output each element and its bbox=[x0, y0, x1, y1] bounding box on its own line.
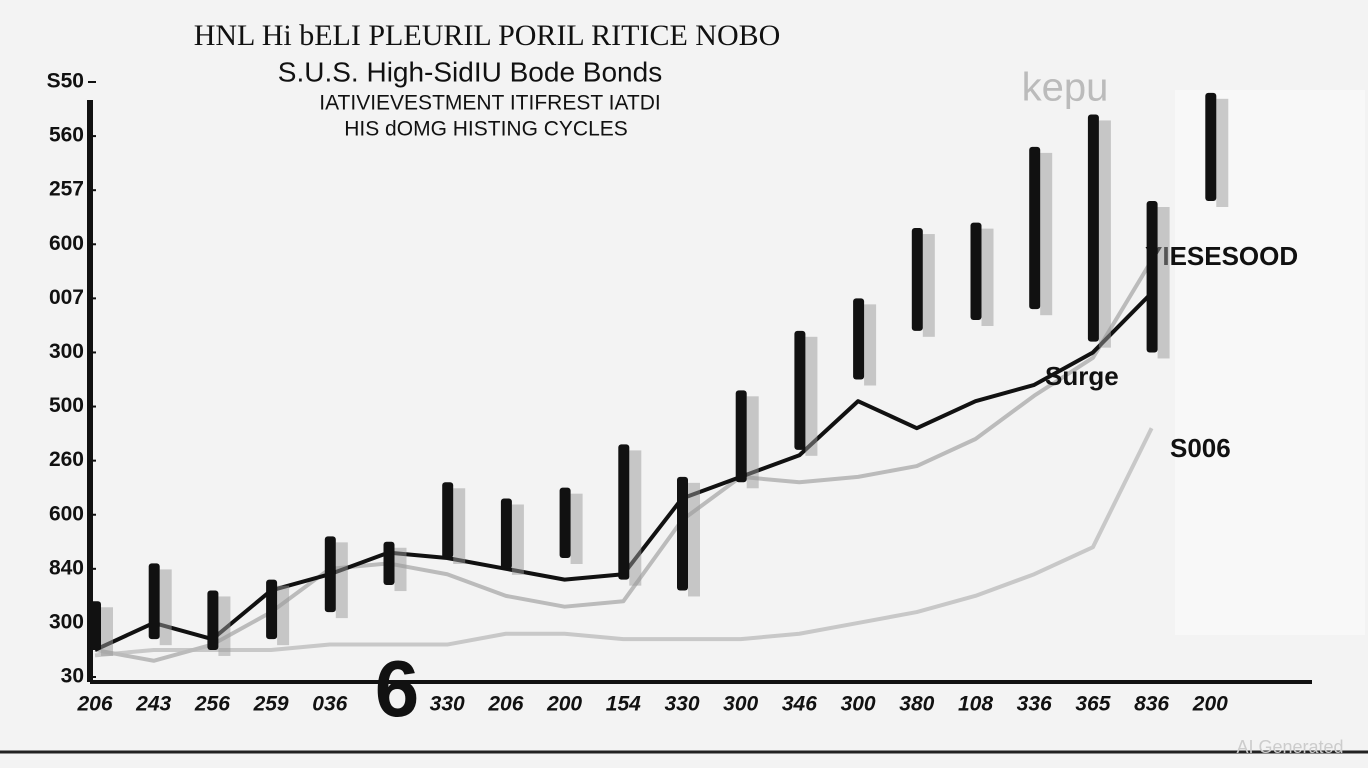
annotation: 6 bbox=[375, 644, 420, 733]
candle bbox=[148, 563, 160, 640]
candle bbox=[735, 390, 747, 483]
y-tick-label: S50 bbox=[47, 70, 84, 93]
y-tick-label: 300 bbox=[49, 610, 84, 633]
candle bbox=[324, 536, 336, 613]
x-tick-label: 836 bbox=[1134, 693, 1169, 716]
series-label: S006 bbox=[1170, 433, 1231, 463]
highlight-panel bbox=[1175, 90, 1365, 635]
candle-shadow bbox=[629, 450, 642, 586]
candle-shadow bbox=[1216, 98, 1229, 207]
candle bbox=[1146, 201, 1158, 353]
x-tick-label: 300 bbox=[841, 693, 876, 716]
candle-shadow bbox=[746, 396, 759, 489]
candle bbox=[794, 330, 806, 450]
candle bbox=[559, 487, 571, 558]
candle-shadow bbox=[864, 304, 877, 386]
series-label: Surge bbox=[1045, 361, 1119, 391]
series-label: YIESESOOD bbox=[1145, 241, 1298, 271]
candle bbox=[90, 601, 101, 650]
candle-shadow bbox=[101, 607, 113, 656]
candle bbox=[970, 222, 982, 320]
candle bbox=[618, 444, 630, 580]
candle-shadow bbox=[511, 504, 524, 575]
candle-shadow bbox=[335, 542, 348, 619]
candle-shadow bbox=[218, 596, 231, 656]
x-tick-label: 243 bbox=[135, 693, 171, 716]
y-tick-label: 260 bbox=[49, 448, 84, 471]
candle-shadow bbox=[981, 228, 994, 326]
chart-subtitle: HIS dOMG HISTING CYCLES bbox=[344, 118, 628, 141]
x-tick-label: 365 bbox=[1075, 693, 1110, 716]
candle bbox=[853, 298, 865, 380]
candle bbox=[442, 482, 454, 558]
candle bbox=[1087, 114, 1099, 342]
candle bbox=[207, 590, 219, 650]
annotation: kepu bbox=[1022, 66, 1109, 110]
candle bbox=[500, 498, 512, 569]
x-tick-label: 036 bbox=[312, 693, 347, 716]
candle-shadow bbox=[277, 585, 290, 646]
y-tick-label: 257 bbox=[49, 178, 84, 201]
candle bbox=[1029, 146, 1041, 310]
x-tick-label: 259 bbox=[253, 693, 289, 716]
x-tick-label: 330 bbox=[430, 693, 465, 716]
x-tick-label: 300 bbox=[723, 693, 758, 716]
y-tick-label: 007 bbox=[49, 286, 84, 309]
candle-shadow bbox=[570, 493, 583, 564]
candle-shadow bbox=[805, 336, 818, 456]
y-tick-label: 840 bbox=[49, 556, 84, 579]
candle-shadow bbox=[394, 547, 407, 592]
candle bbox=[911, 228, 923, 331]
candle bbox=[266, 579, 278, 640]
x-tick-label: 380 bbox=[899, 693, 934, 716]
x-tick-label: 206 bbox=[76, 693, 112, 716]
y-tick-label: 300 bbox=[49, 340, 84, 363]
y-tick-label: 600 bbox=[49, 232, 84, 255]
x-tick-label: 200 bbox=[1192, 693, 1228, 716]
x-tick-label: 256 bbox=[194, 693, 230, 716]
x-tick-label: 346 bbox=[782, 693, 817, 716]
candle bbox=[383, 541, 395, 586]
x-tick-label: 330 bbox=[664, 693, 699, 716]
line-series bbox=[94, 427, 1154, 658]
x-tick-label: 206 bbox=[487, 693, 523, 716]
y-tick-label: 500 bbox=[49, 394, 84, 417]
candle-shadow bbox=[1157, 207, 1170, 359]
watermark: AI Generated bbox=[1236, 737, 1343, 757]
chart-subtitle: S.U.S. High-SidIU Bode Bonds bbox=[278, 56, 662, 87]
x-tick-label: 154 bbox=[606, 693, 641, 716]
y-tick-label: 560 bbox=[49, 124, 84, 147]
candle-shadow bbox=[159, 569, 172, 646]
x-tick-label: 336 bbox=[1017, 693, 1052, 716]
candle-shadow bbox=[453, 488, 466, 564]
candle bbox=[1205, 92, 1217, 201]
candle bbox=[677, 476, 688, 591]
candle-shadow bbox=[1040, 152, 1053, 316]
candle-shadow bbox=[1098, 120, 1111, 348]
y-tick-label: 30 bbox=[61, 665, 84, 688]
candle-shadow bbox=[688, 482, 700, 597]
candle-shadow bbox=[922, 234, 935, 337]
chart-subtitle: IATIVIEVESTMENT ITIFREST IATDI bbox=[319, 92, 661, 115]
x-tick-label: 200 bbox=[546, 693, 582, 716]
y-tick-label: 600 bbox=[49, 502, 84, 525]
x-tick-label: 108 bbox=[958, 693, 993, 716]
chart-title: HNL Hi bELI PLEURIL PORIL RITICE NOBO bbox=[194, 19, 781, 52]
